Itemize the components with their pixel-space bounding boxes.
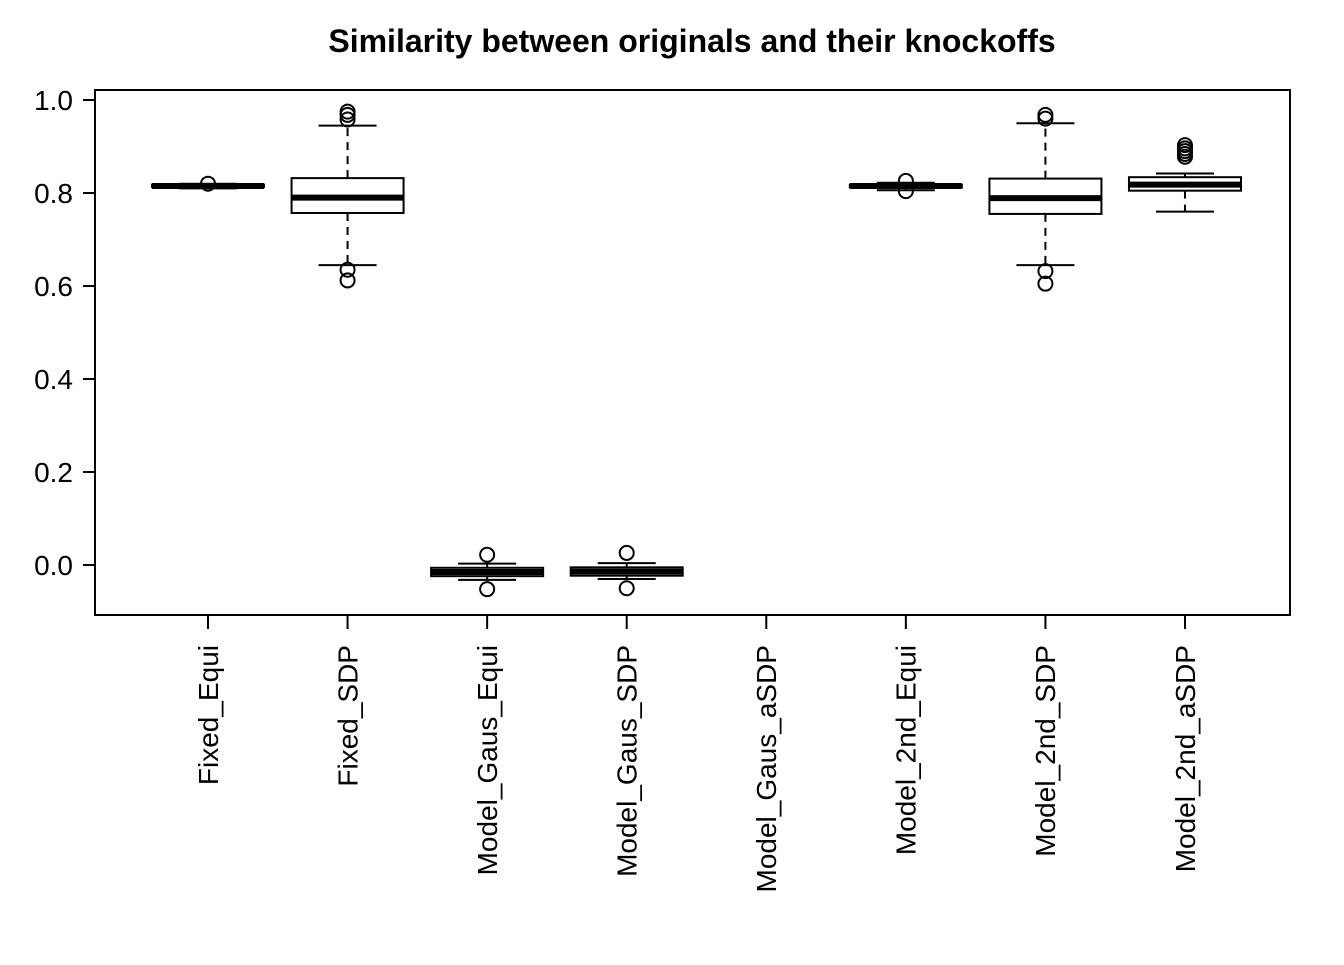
- outlier-point: [479, 546, 496, 563]
- outlier-point: [339, 272, 356, 289]
- outlier-point: [1037, 110, 1054, 127]
- box-model_2nd_asdp: [1127, 137, 1242, 213]
- x-tick-label: Fixed_Equi: [193, 645, 224, 785]
- box-model_2nd_equi: [848, 172, 963, 200]
- box-model_2nd_sdp: [988, 106, 1103, 292]
- y-tick-label: 1.0: [34, 85, 73, 116]
- x-tick-label: Model_Gaus_Equi: [472, 645, 503, 875]
- outlier-point: [1176, 148, 1193, 165]
- outlier-point: [479, 581, 496, 598]
- outlier-point: [200, 175, 216, 192]
- x-tick-label: Model_2nd_SDP: [1030, 645, 1061, 857]
- y-axis: 0.0 0.2 0.4 0.6 0.8 1.0: [34, 85, 95, 581]
- outlier-point: [618, 544, 635, 561]
- y-tick-label: 0.8: [34, 178, 73, 209]
- outlier-point: [897, 183, 914, 200]
- x-tick-label: Model_2nd_aSDP: [1170, 645, 1201, 872]
- x-tick-label: Model_Gaus_SDP: [612, 645, 643, 877]
- x-tick-label: Model_Gaus_aSDP: [751, 645, 782, 892]
- x-tick-label: Fixed_SDP: [332, 645, 363, 787]
- outlier-point: [339, 111, 356, 128]
- outlier-point: [1037, 263, 1054, 280]
- outlier-point: [339, 261, 356, 278]
- y-tick-label: 0.4: [34, 364, 73, 395]
- box-model_gaus_sdp: [569, 544, 684, 597]
- box-model_gaus_equi: [430, 546, 545, 598]
- y-tick-label: 0.6: [34, 271, 73, 302]
- plot-border: [94, 89, 1291, 616]
- y-tick-label: 0.0: [34, 550, 73, 581]
- y-tick-label: 0.2: [34, 457, 73, 488]
- outlier-point: [1037, 275, 1054, 292]
- box-fixed_equi: [151, 175, 265, 192]
- x-axis: Fixed_Equi Fixed_SDP Model_Gaus_Equi Model_…: [193, 615, 1201, 892]
- boxplot-series: [151, 103, 1242, 598]
- outlier-point: [618, 580, 635, 597]
- outlier-point: [897, 172, 914, 189]
- outlier-point: [339, 106, 356, 123]
- chart-title: Similarity between originals and their k…: [328, 23, 1055, 59]
- x-tick-label: Model_2nd_Equi: [891, 645, 922, 855]
- box-fixed_sdp: [290, 103, 405, 289]
